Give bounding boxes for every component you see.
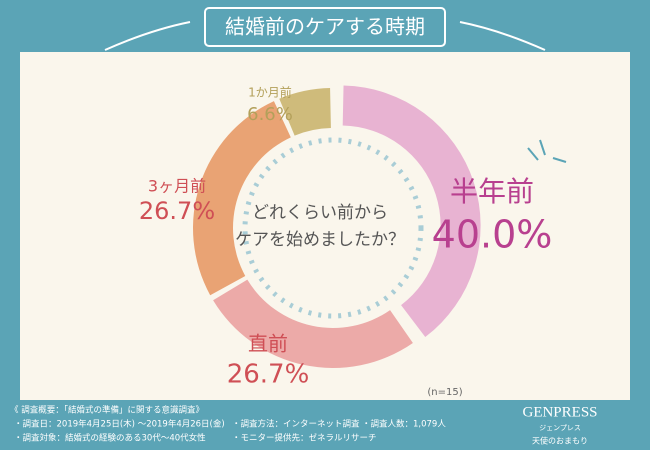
- value-label: 26.7%: [227, 360, 310, 390]
- accent-stroke: [527, 147, 539, 161]
- value-label: 6.6%: [247, 104, 293, 125]
- segment-label: 直前: [248, 332, 288, 356]
- donut-segment: [279, 88, 331, 136]
- value-label: 40.0%: [432, 213, 553, 257]
- footer-text: ・調査方法：インターネット調査: [232, 419, 360, 430]
- logo-name: GENPRESS: [522, 404, 597, 420]
- footer-text: ・調査人数：1,079人: [362, 419, 446, 430]
- donut-segment: [213, 279, 413, 368]
- logo-tagline: 天使のおまもり: [532, 436, 588, 446]
- wreath: [242, 137, 424, 319]
- donut-segment: [342, 85, 481, 338]
- accent-stroke: [552, 157, 567, 163]
- center-question: ケアを始めましたか？: [235, 230, 405, 250]
- footer-text: ・モニター提供先：ゼネラルリサーチ: [232, 433, 377, 444]
- sample-note: (n=15): [427, 387, 462, 398]
- accent-stroke: [539, 139, 546, 156]
- value-label: 26.7%: [139, 197, 215, 225]
- logo-kana: ジェンプレス: [539, 424, 581, 432]
- segment-label: 半年前: [450, 175, 534, 208]
- center-question: どれくらい前から: [252, 203, 388, 223]
- footer-text: ・調査日：2019年4月25日(木) 〜2019年4月26日(金): [14, 419, 225, 430]
- footer-text: 《 調査概要：「結婚式の準備」に関する意識調査》: [10, 405, 204, 416]
- leaf-decoration: [104, 21, 546, 51]
- segment-label: 1か月前: [248, 85, 292, 100]
- footer-text: ・調査対象：結婚式の経験のある30代〜40代女性: [14, 433, 206, 444]
- footer: 《 調査概要：「結婚式の準備」に関する意識調査》 ・調査日：2019年4月25日…: [10, 405, 446, 444]
- chart-title: 結婚前のケアする時期: [225, 15, 425, 39]
- segment-label: 3ヶ月前: [148, 177, 206, 196]
- title-frame: [204, 7, 446, 47]
- donut-segment: [193, 101, 291, 296]
